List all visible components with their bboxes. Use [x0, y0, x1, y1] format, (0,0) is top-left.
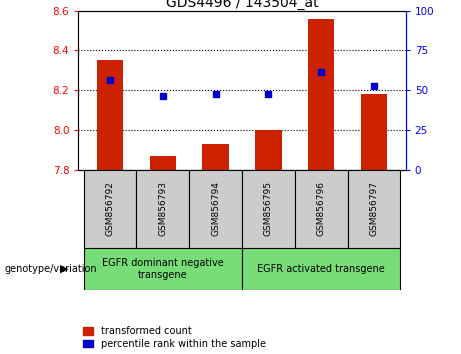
- Bar: [136, 170, 189, 248]
- Bar: [202, 144, 229, 170]
- Bar: [189, 170, 242, 248]
- Text: EGFR activated transgene: EGFR activated transgene: [257, 264, 385, 274]
- Bar: [255, 130, 282, 170]
- Legend: transformed count, percentile rank within the sample: transformed count, percentile rank withi…: [83, 326, 266, 349]
- Bar: [308, 19, 334, 170]
- Bar: [150, 156, 176, 170]
- Text: GSM856795: GSM856795: [264, 181, 273, 236]
- Text: GSM856797: GSM856797: [370, 181, 378, 236]
- Text: EGFR dominant negative
transgene: EGFR dominant negative transgene: [102, 258, 224, 280]
- Bar: [83, 248, 242, 290]
- Title: GDS4496 / 143504_at: GDS4496 / 143504_at: [165, 0, 319, 10]
- Text: GSM856793: GSM856793: [158, 181, 167, 236]
- Bar: [348, 170, 401, 248]
- Bar: [242, 170, 295, 248]
- Text: GSM856792: GSM856792: [106, 181, 114, 236]
- Text: GSM856794: GSM856794: [211, 181, 220, 236]
- Bar: [83, 170, 136, 248]
- Text: GSM856796: GSM856796: [317, 181, 326, 236]
- Bar: [295, 170, 348, 248]
- Text: genotype/variation: genotype/variation: [5, 264, 97, 274]
- Bar: [97, 61, 123, 170]
- Text: ▶: ▶: [60, 264, 68, 274]
- Bar: [361, 94, 387, 170]
- Bar: [242, 248, 401, 290]
